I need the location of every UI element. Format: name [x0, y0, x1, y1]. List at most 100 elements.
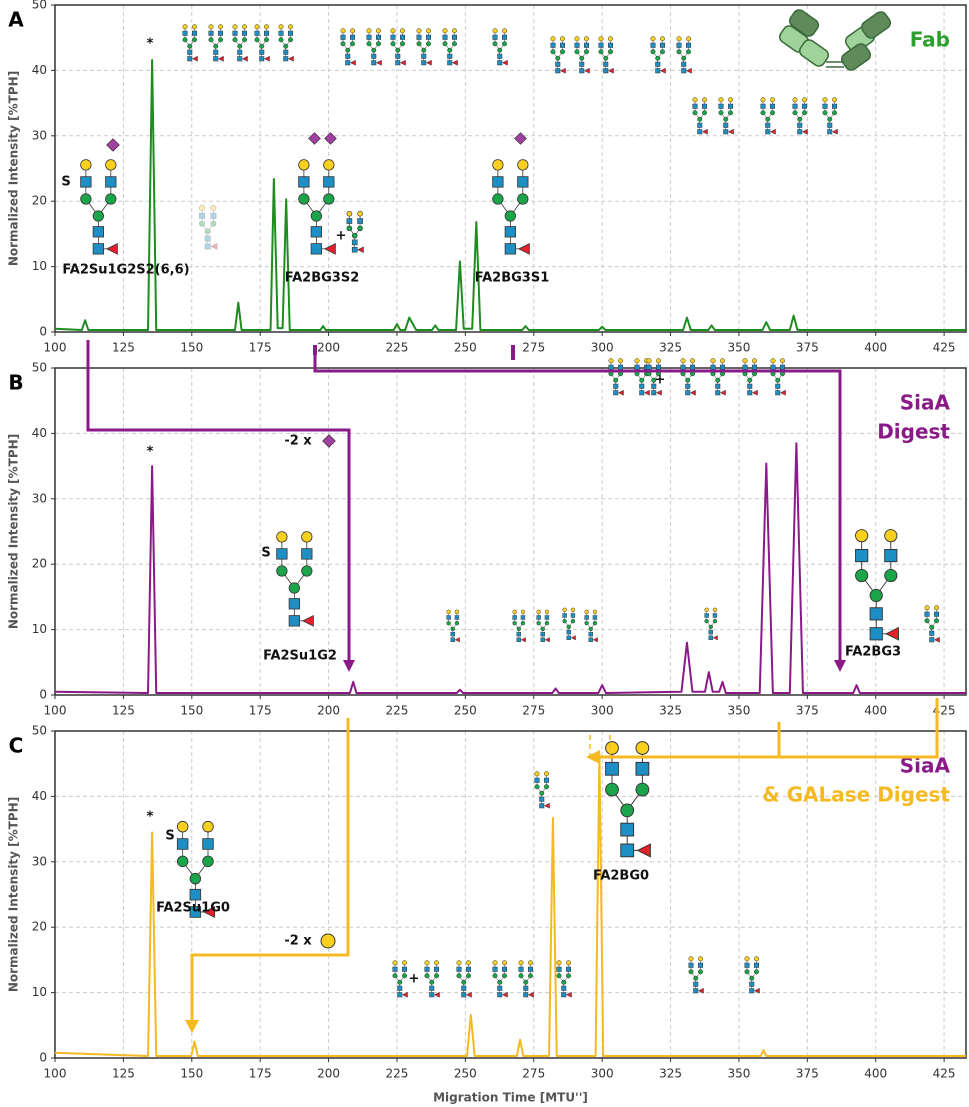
x-tick-label: 400 — [864, 704, 887, 718]
panel: 0 10 20 30 40 50 100 125 150 175 200 225 250 275 300 32… — [7, 724, 967, 1105]
annotation: S — [261, 546, 270, 561]
glycan-icons — [80, 24, 940, 998]
x-tick-label: 125 — [112, 341, 135, 355]
y-axis-label: Normalized Intensity [%TPH] — [7, 434, 21, 629]
y-tick-label: 40 — [32, 63, 47, 77]
y-tick-label: 20 — [32, 920, 47, 934]
panel-title: SiaA — [900, 391, 951, 415]
x-tick-label: 200 — [317, 341, 340, 355]
y-tick-label: 40 — [32, 789, 47, 803]
x-tick-label: 250 — [454, 341, 477, 355]
fab-icon — [778, 9, 892, 71]
plot-frame — [54, 4, 967, 333]
annotation: * — [147, 37, 154, 52]
panel-label: B — [8, 371, 23, 395]
x-tick-label: 250 — [454, 704, 477, 718]
x-tick-label: 375 — [796, 1067, 819, 1081]
annotation: + — [336, 229, 347, 244]
x-tick-label: 350 — [727, 341, 750, 355]
x-tick-label: 400 — [864, 1067, 887, 1081]
y-tick-label: 50 — [32, 724, 47, 738]
y-tick-label: 30 — [32, 128, 47, 142]
y-tick-label: 50 — [32, 361, 47, 375]
panel-title: Digest — [877, 420, 950, 444]
annotation: FA2Su1G2S2(6,6) — [62, 263, 189, 278]
x-tick-label: 250 — [454, 1067, 477, 1081]
x-tick-label: 175 — [249, 1067, 272, 1081]
x-tick-label: 275 — [522, 1067, 545, 1081]
annotation: FA2BG3S1 — [475, 271, 550, 286]
y-tick-label: 0 — [39, 325, 47, 339]
panel-label: A — [8, 8, 24, 32]
annotation: -2 x — [284, 434, 312, 449]
panel: 0 10 20 30 40 50 100 125 150 175 200 225 250 275 300 32… — [7, 0, 967, 355]
y-tick-label: 30 — [32, 854, 47, 868]
trace — [54, 752, 966, 1058]
x-tick-label: 175 — [249, 341, 272, 355]
annotation: + — [409, 972, 420, 987]
trace — [54, 442, 966, 695]
y-axis-label: Normalized Intensity [%TPH] — [7, 71, 21, 266]
x-tick-label: 375 — [796, 341, 819, 355]
x-tick-label: 400 — [864, 341, 887, 355]
y-tick-label: 20 — [32, 194, 47, 208]
x-tick-label: 325 — [659, 1067, 682, 1081]
arrows — [86, 340, 939, 1033]
x-tick-label: 225 — [386, 341, 409, 355]
x-tick-label: 325 — [659, 341, 682, 355]
annotation: FA2Su1G0 — [156, 901, 230, 916]
x-tick-label: 200 — [317, 704, 340, 718]
panel-title: & GALase Digest — [762, 783, 950, 807]
x-tick-label: 300 — [591, 341, 614, 355]
panel-label: C — [9, 734, 24, 758]
annotation: FA2BG3S2 — [285, 271, 360, 286]
y-tick-label: 20 — [32, 557, 47, 571]
x-tick-label: 125 — [112, 704, 135, 718]
y-tick-label: 0 — [39, 1051, 47, 1065]
x-tick-label: 150 — [180, 1067, 203, 1081]
x-tick-label: 325 — [659, 704, 682, 718]
plot-frame — [54, 367, 967, 696]
x-tick-label: 150 — [180, 704, 203, 718]
annotation: * — [147, 445, 154, 460]
x-tick-label: 100 — [44, 1067, 67, 1081]
x-tick-label: 300 — [591, 1067, 614, 1081]
annotation: -2 x — [284, 934, 312, 949]
y-tick-label: 10 — [32, 259, 47, 273]
x-tick-label: 350 — [727, 704, 750, 718]
y-tick-label: 50 — [32, 0, 47, 12]
x-tick-label: 350 — [727, 1067, 750, 1081]
y-tick-label: 10 — [32, 622, 47, 636]
y-tick-label: 0 — [39, 688, 47, 702]
annotation: FA2BG0 — [593, 869, 649, 884]
trace — [54, 58, 966, 332]
x-tick-label: 425 — [933, 1067, 956, 1081]
x-tick-label: 125 — [112, 1067, 135, 1081]
x-tick-label: 225 — [386, 704, 409, 718]
x-tick-label: 275 — [522, 704, 545, 718]
annotation: S — [61, 175, 70, 190]
x-tick-label: 275 — [522, 341, 545, 355]
panel-title: Fab — [910, 28, 950, 52]
annotation: FA2BG3 — [845, 645, 901, 660]
x-tick-label: 225 — [386, 1067, 409, 1081]
y-axis-label: Normalized Intensity [%TPH] — [7, 797, 21, 992]
annotation: * — [147, 810, 154, 825]
y-tick-label: 30 — [32, 491, 47, 505]
annotation: FA2Su1G2 — [263, 649, 337, 664]
x-axis-label: Migration Time [MTU''] — [433, 1091, 588, 1105]
x-tick-label: 150 — [180, 341, 203, 355]
y-tick-label: 10 — [32, 985, 47, 999]
decorations — [80, 9, 940, 1033]
x-tick-label: 375 — [796, 704, 819, 718]
x-tick-label: 425 — [933, 341, 956, 355]
x-tick-label: 300 — [591, 704, 614, 718]
annotation: + — [655, 373, 666, 388]
y-tick-label: 40 — [32, 426, 47, 440]
x-tick-label: 100 — [44, 341, 67, 355]
x-tick-label: 100 — [44, 704, 67, 718]
panel: 0 10 20 30 40 50 100 125 150 175 200 225 250 275 300 32… — [7, 361, 967, 718]
annotation: S — [165, 829, 174, 844]
plot-frame — [54, 730, 967, 1059]
